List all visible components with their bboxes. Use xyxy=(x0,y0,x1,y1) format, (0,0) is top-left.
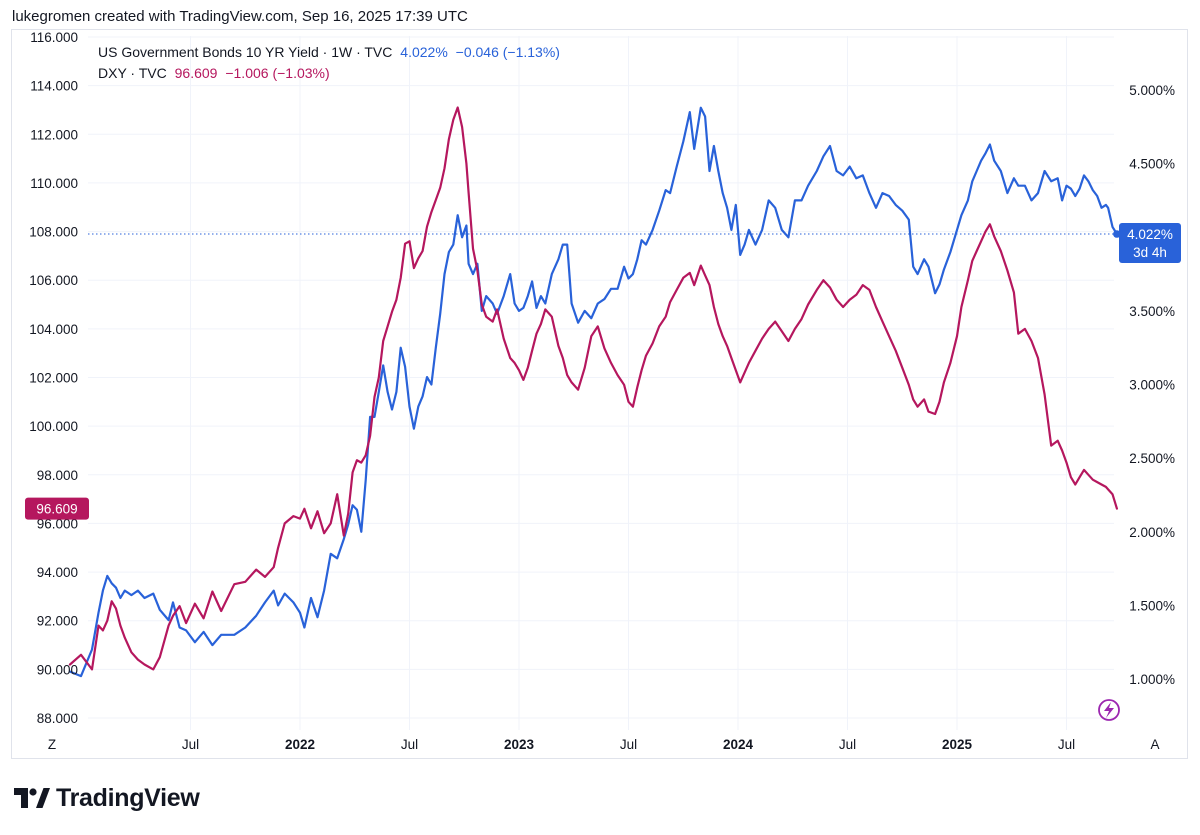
left-axis-tick-label: 94.000 xyxy=(37,565,78,580)
x-axis-tick-label: Jul xyxy=(839,737,856,752)
right-axis-tick-label: 1.500% xyxy=(1129,598,1175,613)
legend-yield-value: 4.022% xyxy=(400,44,448,60)
series-lines xyxy=(68,106,1121,678)
zoom-axis-button[interactable]: Z xyxy=(48,737,56,752)
left-axis-tick-label: 114.000 xyxy=(30,79,78,94)
x-axis-tick-label: 2025 xyxy=(942,737,973,752)
legend-yield-change: −0.046 (−1.13%) xyxy=(455,44,560,60)
left-axis-tick-label: 106.000 xyxy=(29,273,78,288)
yield-series-line xyxy=(68,106,1118,678)
right-axis-tick-label: 4.500% xyxy=(1129,157,1175,172)
right-axis-tick-label: 2.500% xyxy=(1129,451,1175,466)
yield-price-badge xyxy=(1119,223,1181,264)
lightning-icon-ring xyxy=(1098,699,1120,721)
x-axis-tick-label: 2023 xyxy=(504,737,535,752)
legend-dxy-value: 96.609 xyxy=(174,65,218,81)
left-axis-tick-label: 90.000 xyxy=(37,662,78,677)
tradingview-wordmark: TradingView xyxy=(56,783,200,812)
x-axis-tick-label: Jul xyxy=(1058,737,1075,752)
right-axis-tick-label: 3.500% xyxy=(1129,304,1175,319)
right-axis-tick-label: 2.000% xyxy=(1129,525,1175,540)
legend-yield-label: US Government Bonds 10 YR Yield · 1W · T… xyxy=(98,44,393,60)
right-axis-tick-label: 3.000% xyxy=(1129,378,1175,393)
x-axis-tick-label: Jul xyxy=(401,737,418,752)
left-axis-tick-label: 116.000 xyxy=(30,30,78,45)
yield-last-point-marker xyxy=(1113,230,1121,238)
legend-yield[interactable]: US Government Bonds 10 YR Yield · 1W · T… xyxy=(98,44,564,60)
left-axis-tick-label: 108.000 xyxy=(29,225,78,240)
dxy-badge-value: 96.609 xyxy=(36,502,77,517)
right-axis-tick-label: 5.000% xyxy=(1129,83,1175,98)
x-axis-tick-label: Jul xyxy=(182,737,199,752)
left-axis-tick-label: 96.000 xyxy=(37,516,78,531)
x-axis-tick-label: 2024 xyxy=(723,737,754,752)
yield-badge-countdown: 3d 4h xyxy=(1133,245,1167,260)
yield-badge-value: 4.022% xyxy=(1127,227,1173,242)
legend-dxy[interactable]: DXY · TVC 96.609 −1.006 (−1.03%) xyxy=(98,65,334,81)
left-axis-tick-label: 98.000 xyxy=(37,468,78,483)
chart-attribution: lukegromen created with TradingView.com,… xyxy=(12,8,468,25)
legend-dxy-label: DXY · TVC xyxy=(98,65,167,81)
chart-frame xyxy=(11,29,1188,759)
dxy-series-line xyxy=(68,106,1118,671)
auto-scale-button[interactable]: A xyxy=(1150,737,1159,752)
lightning-icon[interactable] xyxy=(1098,699,1120,721)
tradingview-logo-icon xyxy=(14,788,50,808)
legend-dxy-change: −1.006 (−1.03%) xyxy=(225,65,330,81)
left-axis-tick-label: 110.000 xyxy=(30,176,78,191)
right-axis-tick-label: 1.000% xyxy=(1129,672,1175,687)
dxy-price-badge xyxy=(25,497,89,520)
left-axis-tick-label: 104.000 xyxy=(29,322,78,337)
left-axis-tick-label: 102.000 xyxy=(29,371,78,386)
x-axis-tick-label: 2022 xyxy=(285,737,315,752)
tradingview-logo[interactable]: TradingView xyxy=(14,784,200,812)
x-axis-tick-label: Jul xyxy=(620,737,637,752)
price-badges: 4.022% 3d 4h 96.609 xyxy=(25,223,1181,520)
axes: 88.000 90.000 92.000 94.000 96.000 98.000 100.… xyxy=(29,30,1175,752)
grid-lines xyxy=(88,36,1114,730)
left-axis-tick-label: 100.000 xyxy=(29,419,78,434)
left-axis-tick-label: 92.000 xyxy=(37,614,78,629)
left-axis-tick-label: 88.000 xyxy=(37,711,78,726)
lightning-icon-bolt xyxy=(1104,702,1114,718)
left-axis-tick-label: 112.000 xyxy=(30,127,78,142)
